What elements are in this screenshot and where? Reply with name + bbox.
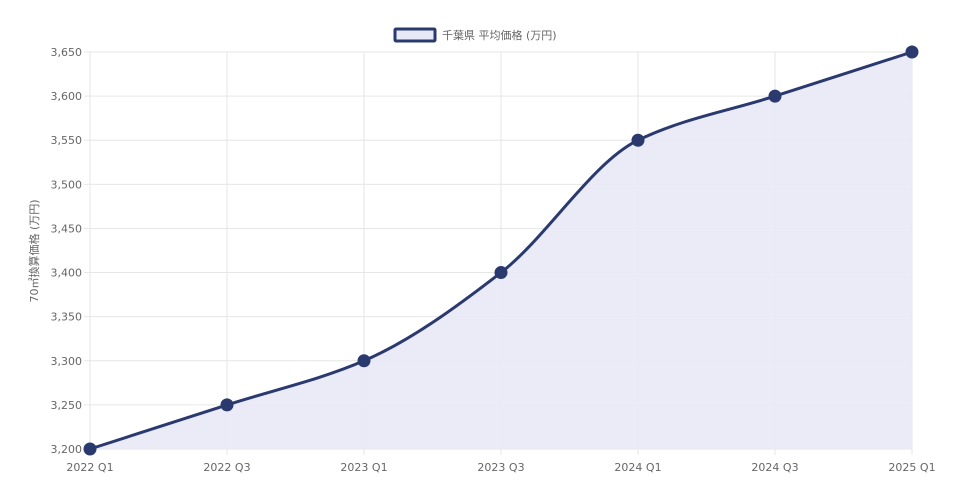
y-tick-label: 3,650 (51, 46, 83, 59)
data-point[interactable] (494, 266, 508, 280)
y-tick-label: 3,450 (51, 222, 83, 235)
x-tick-label: 2024 Q1 (614, 461, 661, 474)
y-tick-label: 3,300 (51, 355, 83, 368)
data-point[interactable] (83, 442, 97, 456)
y-axis-title: 70㎡換算価格 (万円) (27, 199, 41, 302)
y-tick-label: 3,350 (51, 311, 83, 324)
area-fill-layer (90, 52, 912, 449)
data-points-layer (83, 45, 919, 456)
legend-label: 千葉県 平均価格 (万円) (442, 28, 557, 42)
data-point[interactable] (905, 45, 919, 59)
x-tick-label: 2022 Q3 (203, 461, 250, 474)
data-point[interactable] (357, 354, 371, 368)
x-tick-labels: 2022 Q1 2022 Q3 2023 Q1 2023 Q3 2024 Q1 2024 … (66, 461, 935, 474)
legend-swatch[interactable] (393, 27, 437, 43)
y-tick-label: 3,250 (51, 399, 83, 412)
data-point[interactable] (768, 89, 782, 103)
data-point[interactable] (220, 398, 234, 412)
x-tick-label: 2022 Q1 (66, 461, 113, 474)
x-tick-label: 2024 Q3 (751, 461, 798, 474)
y-tick-label: 3,200 (51, 443, 83, 456)
y-tick-label: 3,600 (51, 90, 83, 103)
data-point[interactable] (631, 133, 645, 147)
x-tick-label: 2023 Q3 (477, 461, 524, 474)
x-tick-label: 2023 Q1 (340, 461, 387, 474)
x-tick-label: 2025 Q1 (888, 461, 935, 474)
y-tick-label: 3,500 (51, 178, 83, 191)
y-tick-label: 3,400 (51, 267, 83, 280)
series-area-fill (90, 52, 912, 449)
y-tick-label: 3,550 (51, 134, 83, 147)
legend[interactable]: 千葉県 平均価格 (万円) (393, 27, 557, 43)
y-tick-labels: 3,200 3,250 3,300 3,350 3,400 3,450 3,500 3,550… (51, 46, 83, 456)
